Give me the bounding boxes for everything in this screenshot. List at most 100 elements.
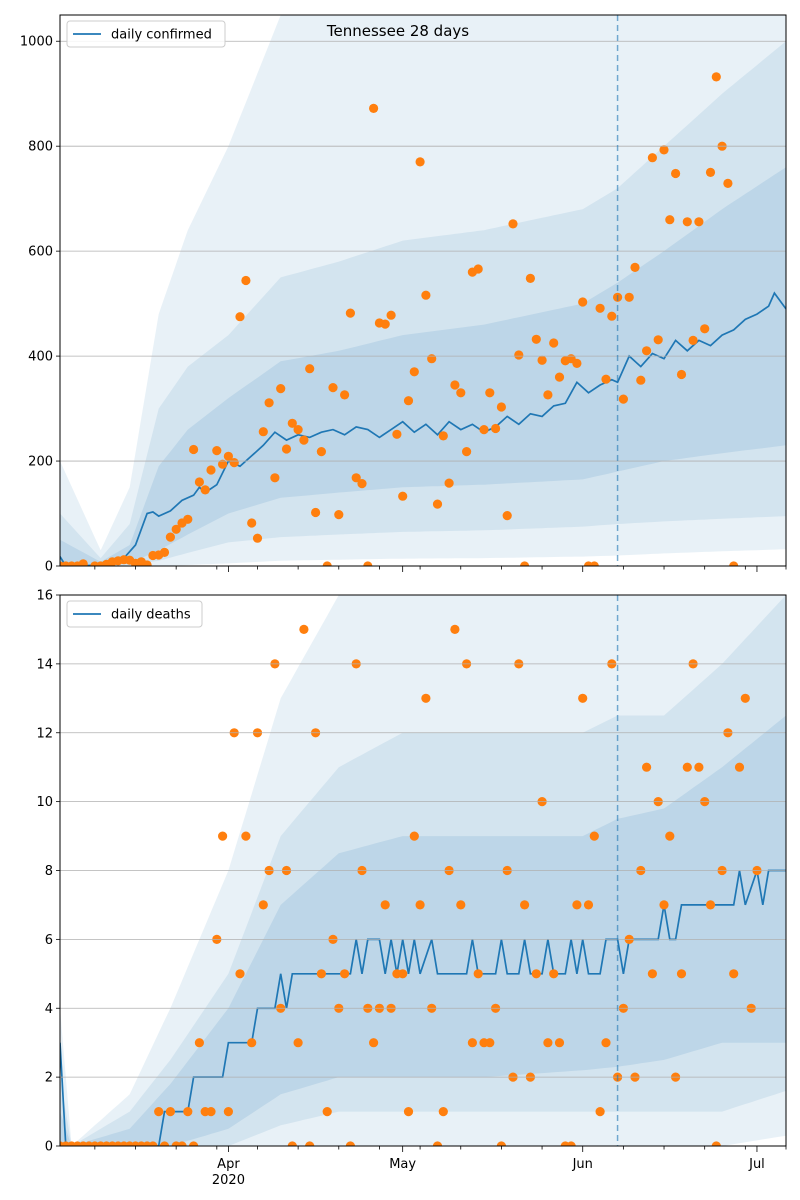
y-tick-label: 800 (28, 140, 53, 155)
data-point (293, 1038, 303, 1048)
data-point (705, 900, 716, 910)
data-point (496, 1141, 506, 1146)
data-point (438, 431, 448, 441)
axes-frame (59, 594, 787, 1147)
data-point (235, 312, 245, 322)
data-point (177, 1141, 187, 1146)
data-point (159, 1141, 170, 1146)
data-point (258, 427, 268, 437)
data-point (287, 418, 297, 428)
x-tick-label: Apr (217, 1157, 240, 1172)
data-point (409, 367, 419, 377)
data-point (537, 355, 547, 365)
data-point (711, 72, 721, 82)
data-point (554, 1038, 565, 1048)
data-point (357, 479, 367, 489)
y-tick-label: 200 (28, 455, 53, 470)
data-point (566, 1141, 576, 1146)
x-tick-label: Jun (572, 1157, 593, 1172)
data-point (647, 153, 658, 163)
legend-box (66, 20, 226, 48)
data-point (247, 518, 257, 528)
data-point (241, 831, 251, 841)
uncertainty-band-middle (60, 41, 786, 566)
data-point (386, 310, 396, 320)
data-point (554, 372, 565, 382)
data-point (299, 624, 309, 635)
data-point (491, 423, 501, 434)
data-point (671, 168, 681, 179)
data-point (473, 969, 483, 979)
data-point (427, 354, 437, 364)
y-tick-label: 600 (28, 245, 53, 260)
data-point (589, 831, 599, 841)
data-point (206, 465, 216, 475)
data-point (159, 547, 170, 558)
data-point (444, 478, 454, 488)
confirmed-chart: 0 200 400 600 800 1000 daily confirmed (20, 14, 787, 575)
data-point (572, 358, 582, 368)
data-point (328, 383, 338, 393)
data-point (479, 425, 489, 435)
data-point (345, 308, 355, 318)
data-point (543, 1038, 553, 1048)
data-point (589, 561, 599, 566)
data-point (200, 485, 210, 495)
data-point (206, 1107, 216, 1117)
data-point (450, 380, 460, 390)
y-tick-label: 10 (36, 795, 53, 810)
data-point (729, 969, 739, 979)
data-point (183, 514, 193, 524)
data-point (607, 311, 617, 321)
data-point (572, 900, 582, 910)
data-point (659, 900, 669, 910)
data-point (223, 1107, 233, 1117)
data-point (595, 303, 605, 313)
legend: daily confirmed (66, 20, 226, 48)
x-tick-label: Jul (748, 1157, 765, 1172)
data-point (287, 1141, 297, 1146)
data-point (403, 396, 414, 406)
data-point (688, 335, 698, 345)
data-point (520, 561, 530, 566)
data-point (398, 491, 408, 501)
data-point (711, 1141, 721, 1146)
y-tick-label: 14 (36, 657, 53, 672)
data-point (276, 384, 286, 394)
series-line (60, 291, 786, 566)
data-point (258, 900, 268, 910)
data-point (601, 374, 611, 384)
legend-box (66, 600, 203, 628)
y-tick-label: 6 (45, 933, 53, 948)
data-point (409, 831, 419, 841)
data-point (578, 297, 588, 307)
data-point (334, 509, 344, 520)
data-point (345, 1141, 355, 1146)
data-point (142, 560, 152, 566)
data-point (676, 369, 687, 380)
data-point (578, 693, 588, 703)
data-point (229, 458, 239, 468)
data-point (694, 217, 704, 227)
series-line (60, 869, 786, 1146)
data-point (595, 1107, 605, 1117)
data-point (340, 390, 350, 400)
data-point (322, 561, 332, 566)
data-point (531, 334, 541, 344)
data-point (659, 145, 669, 155)
data-point (369, 103, 379, 113)
data-point (624, 292, 634, 302)
data-point (165, 532, 175, 542)
data-point (305, 1141, 315, 1146)
data-point (653, 335, 663, 345)
data-point (682, 762, 692, 772)
data-point (682, 217, 692, 227)
data-point (432, 499, 443, 509)
data-point (729, 561, 739, 566)
data-point (665, 215, 675, 225)
data-point (316, 447, 326, 457)
x-tick-sublabel: 2020 (212, 1173, 245, 1188)
legend: daily deaths (66, 600, 203, 628)
x-tick-label: May (389, 1157, 416, 1172)
